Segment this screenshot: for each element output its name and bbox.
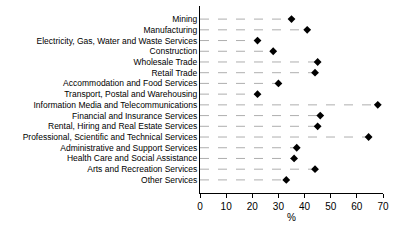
svg-text:Electricity, Gas, Water and Wa: Electricity, Gas, Water and Waste Servic…	[37, 36, 198, 46]
svg-text:Information Media and Telecomm: Information Media and Telecommunications	[34, 100, 198, 110]
svg-text:Accommodation and Food Service: Accommodation and Food Services	[63, 78, 197, 88]
svg-text:60: 60	[351, 201, 363, 212]
svg-text:Wholesale Trade: Wholesale Trade	[134, 57, 198, 67]
svg-text:Other Services: Other Services	[141, 175, 197, 185]
svg-text:Arts and Recreation Services: Arts and Recreation Services	[87, 164, 197, 174]
svg-text:Manufacturing: Manufacturing	[143, 25, 197, 35]
svg-text:Financial and Insurance Servic: Financial and Insurance Services	[72, 111, 197, 121]
svg-text:40: 40	[299, 201, 311, 212]
svg-text:Transport, Postal and Warehous: Transport, Postal and Warehousing	[64, 89, 197, 99]
svg-text:20: 20	[247, 201, 259, 212]
svg-text:Retail Trade: Retail Trade	[151, 68, 197, 78]
svg-text:Construction: Construction	[150, 46, 198, 56]
svg-text:0: 0	[197, 201, 203, 212]
svg-text:Health Care and Social Assista: Health Care and Social Assistance	[67, 153, 198, 163]
svg-text:%: %	[287, 212, 296, 223]
svg-text:50: 50	[325, 201, 337, 212]
svg-text:70: 70	[377, 201, 389, 212]
svg-text:Mining: Mining	[172, 14, 197, 24]
svg-text:Rental, Hiring and Real Estate: Rental, Hiring and Real Estate Services	[48, 121, 197, 131]
svg-text:Administrative and Support Ser: Administrative and Support Services	[60, 143, 197, 153]
svg-text:Professional, Scientific and T: Professional, Scientific and Technical S…	[23, 132, 198, 142]
svg-text:30: 30	[273, 201, 285, 212]
svg-text:10: 10	[221, 201, 233, 212]
